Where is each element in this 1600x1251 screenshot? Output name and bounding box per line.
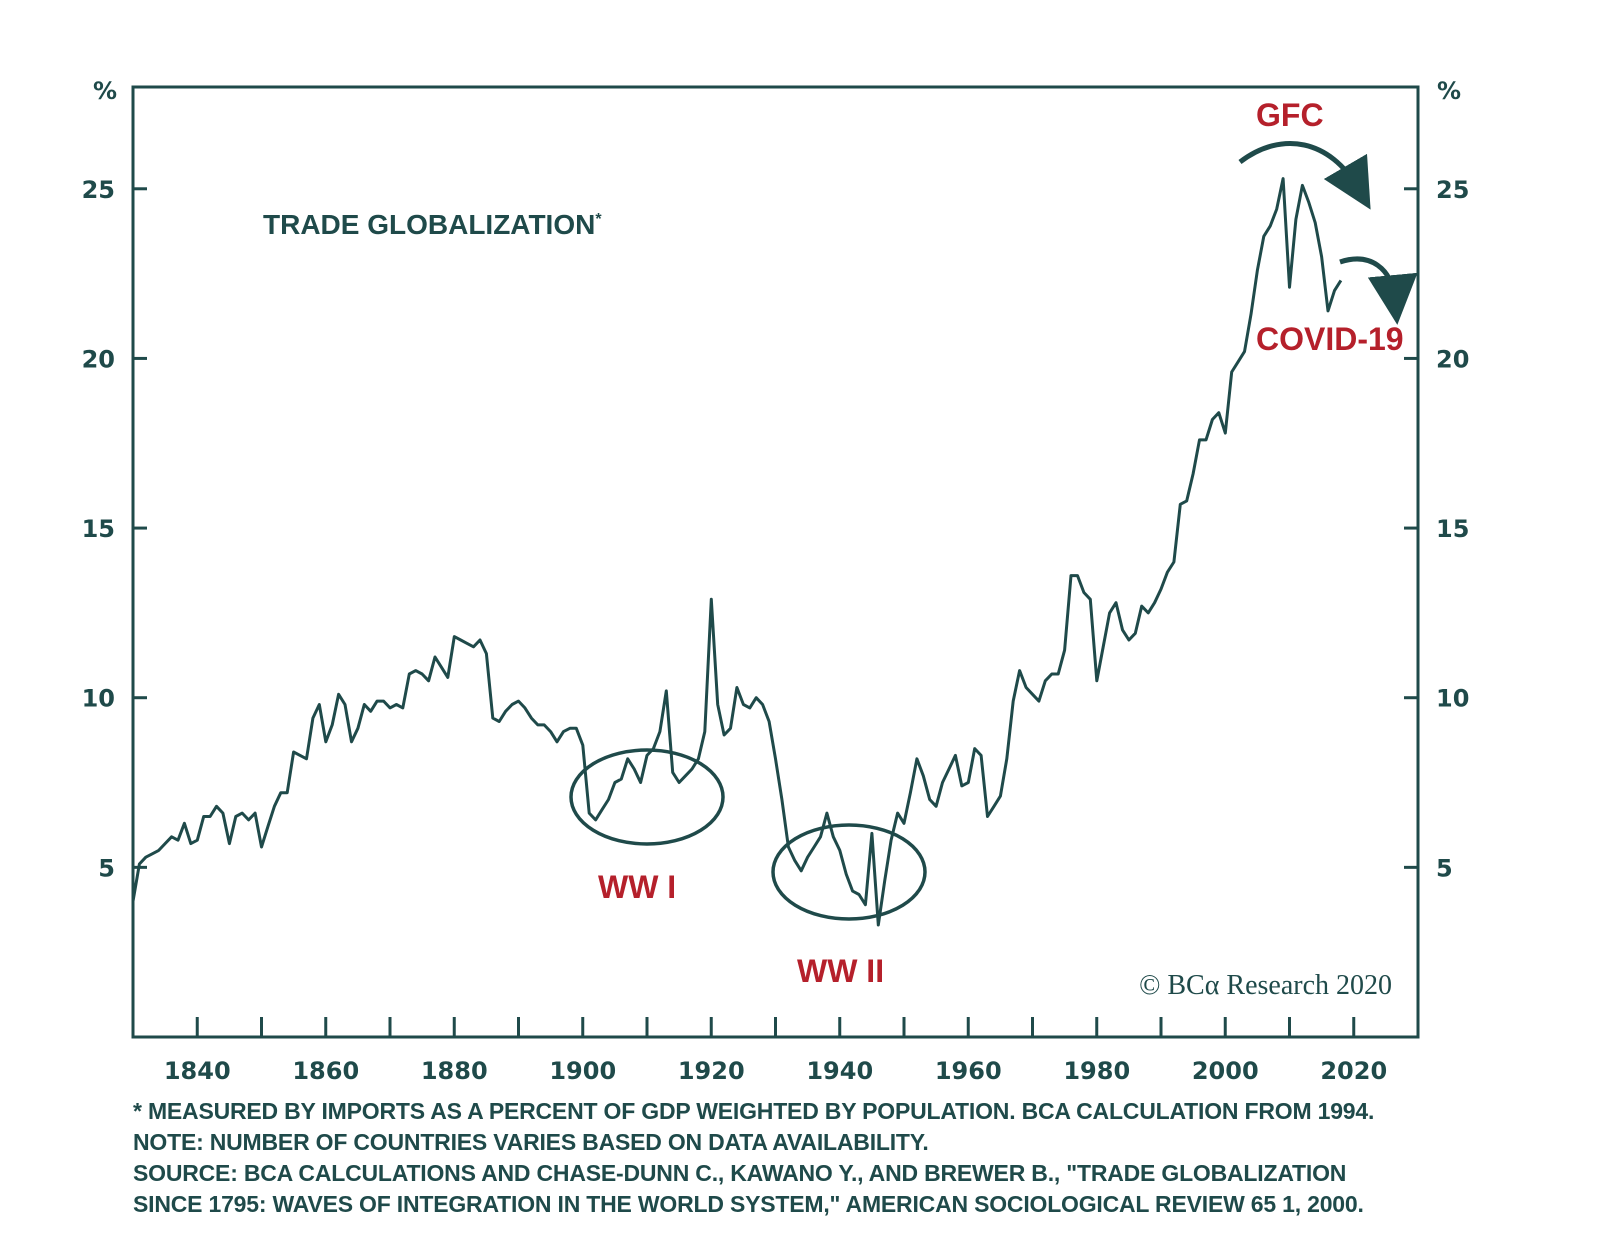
x-tick-label-1920: 1920 <box>678 1057 745 1085</box>
x-axis: 1840 1860 1880 1900 1920 1940 1960 1980 2000 2020 <box>164 1017 1387 1085</box>
x-tick-label-1860: 1860 <box>292 1057 359 1085</box>
covid-arrow <box>1339 256 1418 325</box>
footnote-source-1: SOURCE: BCA CALCULATIONS AND CHASE-DUNN … <box>133 1160 1347 1186</box>
y-tick-label-left-5: 5 <box>98 854 115 882</box>
y-tick-label-right-5: 5 <box>1436 854 1453 882</box>
x-tick-label-1880: 1880 <box>421 1057 488 1085</box>
gfc-arrow <box>1238 140 1371 210</box>
y-tick-label-left-10: 10 <box>82 685 115 713</box>
y-tick-label-left-15: 15 <box>82 515 115 543</box>
x-tick-label-1940: 1940 <box>806 1057 873 1085</box>
trade-globalization-chart: 5 10 15 20 25 5 10 15 20 25 1840 1860 1880 1900 1920… <box>82 77 1470 1085</box>
annotation-ww1: WW I <box>598 869 676 905</box>
y-axis-right: 5 10 15 20 25 <box>1404 176 1469 882</box>
footnote-measure: * MEASURED BY IMPORTS AS A PERCENT OF GD… <box>133 1098 1375 1124</box>
footnotes: * MEASURED BY IMPORTS AS A PERCENT OF GD… <box>133 1096 1573 1220</box>
annotation-ww2: WW II <box>797 953 884 989</box>
annotation-covid: COVID-19 <box>1256 321 1404 357</box>
y-tick-label-right-20: 20 <box>1436 345 1469 373</box>
chart-title-text: TRADE GLOBALIZATION <box>263 209 595 240</box>
footnote-source-2: SINCE 1795: WAVES OF INTEGRATION IN THE … <box>133 1191 1364 1217</box>
y-unit-left: % <box>93 77 117 105</box>
footnote-note: NOTE: NUMBER OF COUNTRIES VARIES BASED O… <box>133 1129 929 1155</box>
y-tick-label-right-15: 15 <box>1436 515 1469 543</box>
x-tick-label-1980: 1980 <box>1063 1057 1130 1085</box>
y-unit-right: % <box>1437 77 1461 105</box>
chart-title-marker: * <box>595 211 602 228</box>
copyright-text: © BCα Research 2020 <box>1139 970 1392 1001</box>
x-tick-label-1840: 1840 <box>164 1057 231 1085</box>
x-tick-label-1960: 1960 <box>935 1057 1002 1085</box>
x-tick-label-2020: 2020 <box>1320 1057 1387 1085</box>
y-tick-label-right-10: 10 <box>1436 685 1469 713</box>
x-tick-label-2000: 2000 <box>1192 1057 1259 1085</box>
y-axis-left: 5 10 15 20 25 <box>82 176 147 882</box>
series-line-trade-globalization <box>131 177 1343 927</box>
y-tick-label-right-25: 25 <box>1436 176 1469 204</box>
chart-title: TRADE GLOBALIZATION* <box>263 209 602 240</box>
y-tick-label-left-20: 20 <box>82 345 115 373</box>
x-tick-label-1900: 1900 <box>549 1057 616 1085</box>
ww2-circle <box>771 823 927 921</box>
y-tick-label-left-25: 25 <box>82 176 115 204</box>
ww1-circle <box>569 748 725 846</box>
annotation-gfc: GFC <box>1256 97 1324 133</box>
